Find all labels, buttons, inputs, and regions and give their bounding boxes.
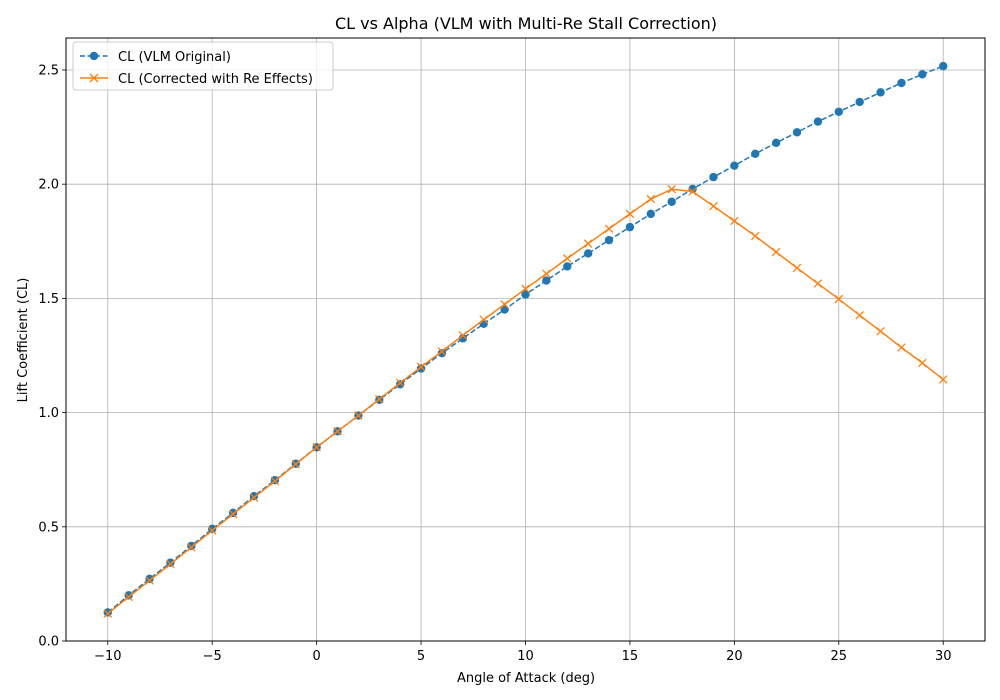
axis-ticks: −10 −5 0 5 10 15 20 25 30 0.0 0.5 1.0 1.5 2.0 2.5 xyxy=(38,63,951,664)
y-axis-label: Lift Coefficient (CL) xyxy=(16,278,31,403)
data-point xyxy=(207,526,217,535)
chart-title: CL vs Alpha (VLM with Multi-Re Stall Cor… xyxy=(335,14,717,33)
data-point xyxy=(834,294,844,304)
legend-marker-corrected xyxy=(89,73,99,83)
data-point xyxy=(604,224,614,233)
data-point xyxy=(792,263,802,273)
x-tick-label: 15 xyxy=(622,649,639,664)
data-point xyxy=(437,347,447,356)
data-point xyxy=(563,254,572,263)
x-axis-label: Angle of Attack (deg) xyxy=(457,671,595,686)
data-point xyxy=(939,61,948,71)
data-point xyxy=(458,331,468,340)
data-point xyxy=(312,443,321,452)
data-point xyxy=(667,197,676,206)
x-tick-label: 30 xyxy=(935,649,952,664)
data-point xyxy=(479,315,488,324)
x-tick-label: −10 xyxy=(94,649,121,664)
legend-marker-vlm-original xyxy=(89,51,99,61)
data-point xyxy=(145,576,154,585)
data-point xyxy=(333,427,342,436)
data-point xyxy=(500,300,509,309)
data-point xyxy=(792,128,802,137)
data-point xyxy=(416,362,426,372)
data-point xyxy=(813,117,823,126)
data-point xyxy=(166,559,175,569)
data-point xyxy=(521,284,530,294)
data-point xyxy=(897,78,906,88)
data-point xyxy=(416,364,426,373)
data-point xyxy=(583,249,593,258)
x-tick-label: 20 xyxy=(726,649,743,664)
data-point xyxy=(542,269,551,278)
data-point xyxy=(688,187,697,196)
data-point xyxy=(709,172,718,182)
data-point xyxy=(813,279,823,288)
data-point xyxy=(208,524,217,534)
data-point xyxy=(918,358,927,368)
x-tick-label: 5 xyxy=(417,649,425,664)
data-point xyxy=(834,107,843,116)
data-point xyxy=(750,231,760,241)
data-point xyxy=(375,394,384,404)
data-point xyxy=(437,349,447,358)
data-point xyxy=(709,201,718,211)
data-point xyxy=(103,609,113,618)
y-tick-label: 0.0 xyxy=(38,635,59,650)
legend-label-vlm-original: CL (VLM Original) xyxy=(118,50,231,65)
data-point xyxy=(646,209,656,219)
legend-box xyxy=(72,41,334,91)
data-point xyxy=(938,375,948,384)
data-point xyxy=(542,276,551,285)
data-point xyxy=(103,608,112,617)
series-markers-corrected xyxy=(103,184,948,618)
data-point xyxy=(667,184,676,194)
data-point xyxy=(855,97,864,107)
legend: CL (VLM Original) CL (Corrected with Re … xyxy=(72,41,334,91)
data-point xyxy=(771,138,781,148)
data-point xyxy=(625,209,635,219)
data-point xyxy=(354,411,363,420)
data-point xyxy=(228,509,238,519)
data-point xyxy=(855,311,864,320)
data-point xyxy=(124,591,133,600)
x-tick-label: −5 xyxy=(203,649,222,664)
data-point xyxy=(521,290,530,299)
y-tick-label: 2.0 xyxy=(38,178,59,193)
data-point xyxy=(751,149,760,159)
data-point xyxy=(918,70,927,79)
data-point xyxy=(500,305,509,314)
series-layer xyxy=(103,61,948,618)
data-point xyxy=(145,574,154,584)
y-tick-label: 0.5 xyxy=(38,520,59,535)
data-point xyxy=(771,247,781,257)
data-point xyxy=(897,343,906,352)
data-point xyxy=(270,476,280,486)
data-point xyxy=(646,194,656,204)
data-point xyxy=(583,239,593,248)
y-tick-label: 1.0 xyxy=(38,406,59,421)
data-point xyxy=(249,493,259,502)
data-point xyxy=(563,262,572,271)
y-tick-label: 2.5 xyxy=(38,63,59,78)
plot-area: −10 −5 0 5 10 15 20 25 30 0.0 0.5 1.0 1.5 2.0 2.5 xyxy=(38,37,986,664)
data-point xyxy=(730,161,739,170)
data-point xyxy=(730,216,739,226)
data-point xyxy=(604,235,614,245)
legend-label-corrected: CL (Corrected with Re Effects) xyxy=(118,72,313,87)
data-point xyxy=(291,459,301,469)
data-point xyxy=(479,319,488,328)
y-tick-label: 1.5 xyxy=(38,292,59,307)
x-tick-label: 10 xyxy=(517,649,534,664)
data-point xyxy=(876,88,885,97)
data-point xyxy=(395,378,405,388)
x-tick-label: 25 xyxy=(831,649,848,664)
x-tick-label: 0 xyxy=(312,649,320,664)
data-point xyxy=(124,592,133,602)
data-point xyxy=(187,543,196,552)
data-point xyxy=(625,222,635,232)
data-point xyxy=(876,327,885,336)
